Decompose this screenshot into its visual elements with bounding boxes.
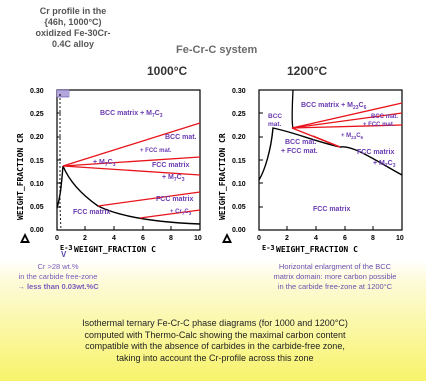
y-tick: 0.30 <box>232 88 246 95</box>
left-note-line2: in the carbide free-zone <box>18 272 98 281</box>
x-tick: 6 <box>343 235 347 242</box>
y-tick: 0.25 <box>30 111 44 118</box>
y-axis-title: WEIGHT_FRACTION CR <box>16 133 25 220</box>
fcc-boundary <box>258 127 403 181</box>
figure-caption: Isothermal ternary Fe-Cr-C phase diagram… <box>20 318 410 364</box>
temperature-label-1000: 1000°C <box>147 64 188 78</box>
system-title: Fe-Cr-C system <box>176 44 258 56</box>
x-tick: 2 <box>83 235 87 242</box>
diagram-1200C: 0.30 0.25 0.20 0.15 0.10 0.05 0.00 0 2 4… <box>218 88 404 254</box>
tie-lines <box>62 122 201 219</box>
caption-line3: compatible with the absence of carbides … <box>85 341 345 351</box>
region-label-plus-m23c6: + M23C6 <box>341 133 364 140</box>
y-tick: 0.30 <box>30 88 44 95</box>
right-note-line1: Horizontal enlargment of the BCC <box>278 262 392 271</box>
cr-profile-dash <box>59 94 62 231</box>
region-label-bcc-mat: BCC mat. <box>165 134 197 141</box>
x-exponent-label: E-3 <box>262 244 275 252</box>
thermo-calc-logo-icon <box>20 233 30 243</box>
caption-background <box>0 260 426 381</box>
x-tick: 8 <box>169 235 173 242</box>
region-label-mat: mat. <box>268 121 282 128</box>
x-tick: 0 <box>55 235 59 242</box>
region-label-fcc-matrix-b: FCC matrix <box>313 206 350 213</box>
x-tick: 10 <box>396 235 404 242</box>
region-label-fcc-matrix-c: FCC matrix <box>73 209 110 216</box>
region-label-bcc-m7c3: BCC matrix + M7C3 <box>100 110 163 119</box>
region-label-plus-m7c3-a: + M7C3 <box>93 159 116 168</box>
x-tick: 10 <box>194 235 202 242</box>
y-tick: 0.25 <box>232 111 246 118</box>
y-tick: 0.20 <box>232 134 246 141</box>
x-axis-title: WEIGHT_FRACTION C <box>276 245 358 254</box>
caption-line1: Isothermal ternary Fe-Cr-C phase diagram… <box>82 318 348 328</box>
x-tick: 0 <box>257 235 261 242</box>
y-tick: 0.20 <box>30 134 44 141</box>
x-tick: 4 <box>112 235 116 242</box>
region-label-plus-fcc-a: + FCC mat. <box>363 122 395 128</box>
y-tick: 0.00 <box>232 227 246 234</box>
y-tick: 0.05 <box>30 204 44 211</box>
y-tick: 0.10 <box>232 181 246 188</box>
y-tick: 0.10 <box>30 181 44 188</box>
x-tick: 2 <box>285 235 289 242</box>
x-tick: 6 <box>141 235 145 242</box>
region-label-plus-fcc-b: + FCC mat. <box>281 148 318 155</box>
x-tick: 4 <box>314 235 318 242</box>
left-note: Cr >28 wt.% in the carbide free-zone → l… <box>8 262 108 292</box>
right-note: Horizontal enlargment of the BCC matrix … <box>250 262 420 292</box>
y-axis-title: WEIGHT_FRACTION CR <box>218 133 227 220</box>
region-label-fcc-matrix-b: FCC matrix <box>156 196 193 203</box>
thermo-calc-logo-icon <box>222 233 232 243</box>
left-note-line1: Cr >28 wt.% <box>37 262 79 271</box>
region-label-bcc-mat-a: BCC mat. <box>371 114 398 120</box>
region-label-bcc: BCC <box>268 113 282 120</box>
region-label-fcc-matrix-a: FCC matrix <box>357 149 394 156</box>
y-tick: 0.05 <box>232 204 246 211</box>
x-axis-title: WEIGHT_FRACTION C <box>74 245 156 254</box>
region-label-plus-m7c3-b: + M7C3 <box>162 174 185 183</box>
region-label-fcc-matrix-a: FCC matrix <box>152 162 189 169</box>
fcc-boundary <box>56 165 201 225</box>
region-label-bcc-mat-b: BCC mat. <box>285 139 317 146</box>
x-exponent-label: E-3 <box>60 244 73 252</box>
right-note-line3: in the carbide free-zone at 1200°C <box>277 282 393 291</box>
right-note-line2: matrix domain: more carbon possible <box>273 272 397 281</box>
y-tick: 0.00 <box>30 227 44 234</box>
caption-line4: taking into account the Cr-profile acros… <box>116 352 314 363</box>
tie-lines <box>291 102 403 148</box>
left-note-line3: → less than 0.03wt.%C <box>17 282 99 291</box>
region-label-bcc-m23c6: BCC matrix + M23C6 <box>301 102 367 111</box>
profile-title: Cr profile in the {46h, 1000°C) oxidized… <box>35 6 111 49</box>
y-tick: 0.15 <box>30 158 44 165</box>
diagram-1000C: 0.30 0.25 0.20 0.15 0.10 0.05 0.00 0 2 4… <box>16 88 202 259</box>
down-arrow-icon: V <box>61 250 67 259</box>
temperature-label-1200: 1200°C <box>287 64 328 78</box>
region-label-plus-cr7c3: + Cr7C3 <box>170 209 192 216</box>
caption-line2: computed with Thermo-Calc showing the ma… <box>84 329 346 340</box>
region-label-plus-m7c3: + M7C3 <box>373 160 396 169</box>
bcc-upper-boundary <box>291 89 304 129</box>
y-tick: 0.15 <box>232 158 246 165</box>
region-label-plus-fcc: + FCC mat. <box>140 148 172 154</box>
x-tick: 8 <box>371 235 375 242</box>
